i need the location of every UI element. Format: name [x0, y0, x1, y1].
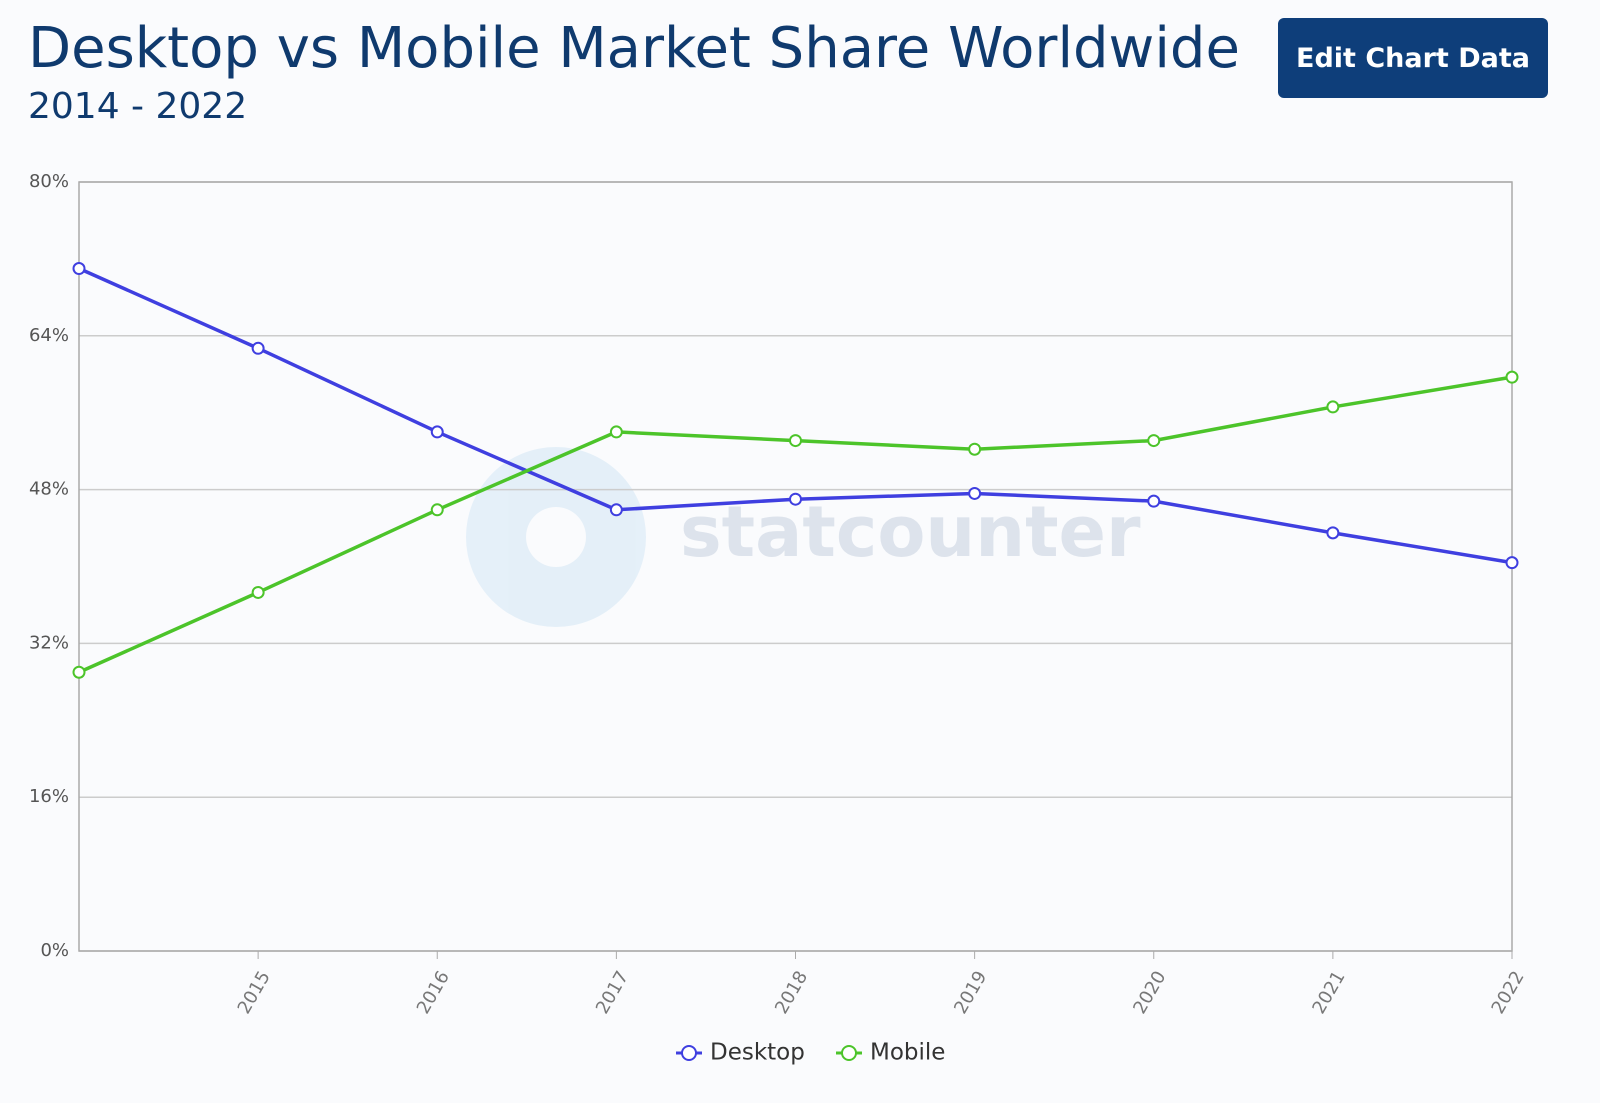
x-tick-label: 2018	[771, 968, 812, 1018]
legend-item: Desktop	[676, 1040, 805, 1066]
x-tick-label: 2020	[1129, 968, 1170, 1018]
legend-label: Mobile	[870, 1040, 945, 1066]
point	[789, 434, 802, 448]
x-tick-label: 2017	[592, 968, 633, 1018]
legend-marker	[681, 1045, 697, 1061]
x-tick-label: 2016	[413, 968, 454, 1018]
y-tick-label: 16%	[29, 786, 69, 807]
point	[251, 585, 265, 599]
y-tick-label: 48%	[29, 479, 69, 500]
chart-title: Desktop vs Mobile Market Share Worldwide	[28, 16, 1240, 81]
point	[609, 503, 623, 517]
point	[251, 341, 265, 355]
point	[1326, 526, 1340, 540]
y-tick-label: 80%	[29, 171, 69, 192]
point	[430, 425, 444, 439]
point	[1326, 400, 1340, 414]
point	[1505, 556, 1519, 570]
point	[1505, 370, 1519, 384]
x-tick-label: 2022	[1488, 968, 1529, 1018]
x-tick-label: 2015	[234, 968, 275, 1018]
y-tick-label: 32%	[29, 632, 69, 653]
y-tick-label: 0%	[40, 940, 69, 961]
point	[968, 486, 982, 500]
point	[789, 492, 802, 506]
point	[430, 503, 444, 517]
point	[72, 262, 86, 276]
point	[609, 425, 623, 439]
watermark: statcounter	[680, 491, 1141, 573]
watermark-logo	[466, 447, 646, 627]
point	[1147, 494, 1161, 508]
chart-subtitle: 2014 - 2022	[28, 86, 247, 127]
y-tick-label: 64%	[29, 325, 69, 346]
x-tick-label: 2019	[950, 968, 991, 1018]
edit-button[interactable]: Edit Chart Data	[1278, 18, 1548, 98]
legend-item: Mobile	[836, 1040, 945, 1066]
x-tick-label: 2021	[1308, 968, 1349, 1018]
point	[1147, 434, 1161, 448]
legend-label: Desktop	[710, 1040, 805, 1066]
legend-marker	[841, 1045, 857, 1061]
point	[968, 442, 982, 456]
point	[72, 665, 86, 679]
